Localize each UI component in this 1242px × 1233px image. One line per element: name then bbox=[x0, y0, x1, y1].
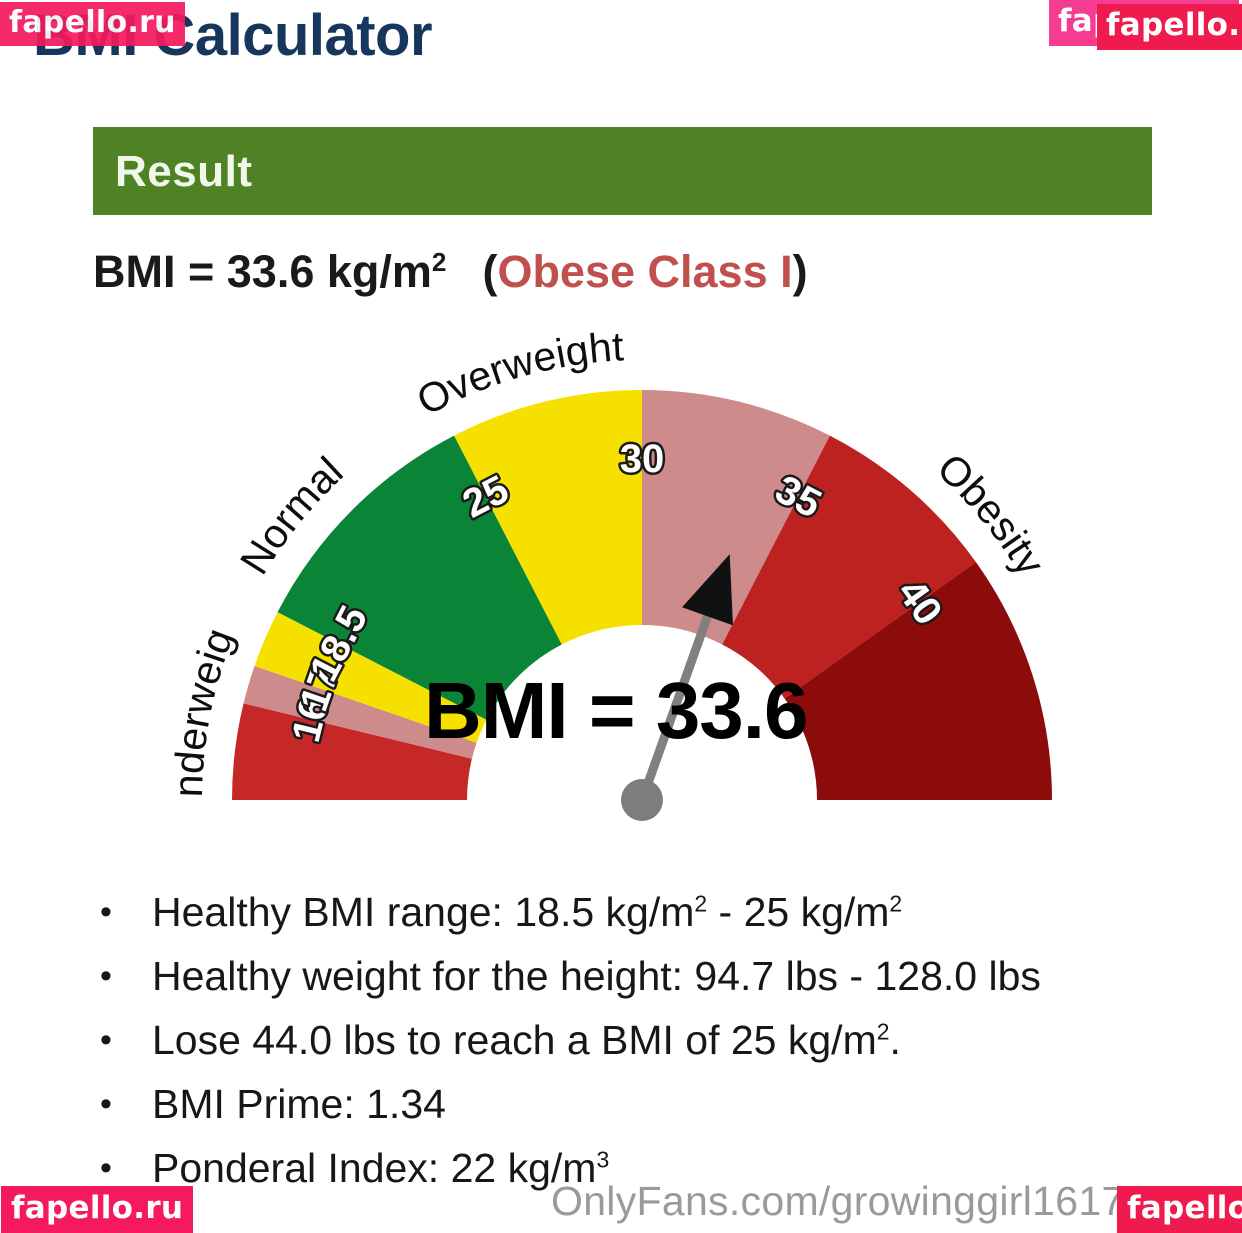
healthy-weight-range: Healthy weight for the height: 94.7 lbs … bbox=[88, 944, 1198, 1008]
gauge-segment-severe-thinness bbox=[232, 703, 472, 800]
gauge-segment-obese-class-1 bbox=[642, 390, 830, 645]
ponderal-index: Ponderal Index: 22 kg/m3 bbox=[88, 1136, 1198, 1200]
healthy-bmi-range-text: Healthy BMI range: 18.5 kg/m bbox=[152, 889, 695, 935]
close-paren: ) bbox=[792, 246, 808, 297]
gauge-needle-shaft bbox=[642, 611, 713, 792]
gauge-segment-normal bbox=[277, 435, 562, 720]
weight-to-lose-text: Lose 44.0 lbs to reach a BMI of 25 kg/m bbox=[152, 1017, 877, 1063]
bmi-summary-prefix: BMI = bbox=[93, 246, 227, 297]
gauge-segment-obese-class-3 bbox=[784, 562, 1052, 800]
gauge-segment-group bbox=[232, 390, 1052, 800]
open-paren: ( bbox=[482, 246, 498, 297]
bmi-gauge-svg: UnderweightNormalOverweightObesity 16171… bbox=[0, 330, 1054, 821]
bmi-prime-text: BMI Prime: 1.34 bbox=[152, 1081, 446, 1127]
gauge-segment-obese-class-2 bbox=[722, 435, 976, 699]
gauge-zone-label-underweight: Underweight bbox=[0, 330, 242, 798]
fapello-watermark-bottom-left: fapello.ru bbox=[1, 1186, 194, 1233]
result-banner: Result bbox=[93, 127, 1152, 215]
bmi-facts-list: Healthy BMI range: 18.5 kg/m2 - 25 kg/m2… bbox=[88, 880, 1198, 1200]
healthy-weight-range-text: Healthy weight for the height: 94.7 lbs … bbox=[152, 953, 1041, 999]
gauge-center-readout: BMI = 33.6 bbox=[424, 666, 809, 755]
weight-to-lose-exponent: 2 bbox=[876, 1018, 890, 1045]
healthy-bmi-range-text: - 25 kg/m bbox=[707, 889, 890, 935]
bmi-summary-unit: kg/m bbox=[314, 246, 432, 297]
bmi-summary-unit-exponent: 2 bbox=[431, 247, 447, 277]
result-banner-label: Result bbox=[115, 147, 253, 196]
weight-to-lose: Lose 44.0 lbs to reach a BMI of 25 kg/m2… bbox=[88, 1008, 1198, 1072]
gauge-segment-mild-thinness bbox=[254, 612, 487, 743]
fapello-watermark-top-right-front: fapello.ru bbox=[1097, 4, 1242, 50]
gauge-segment-moderate-thinness bbox=[243, 665, 477, 759]
healthy-bmi-range-exponent: 2 bbox=[694, 890, 708, 917]
bmi-gauge: UnderweightNormalOverweightObesity 16171… bbox=[0, 330, 1242, 830]
fapello-watermark-bottom-right: fapello.ru bbox=[1117, 1186, 1242, 1233]
healthy-bmi-range: Healthy BMI range: 18.5 kg/m2 - 25 kg/m2 bbox=[88, 880, 1198, 944]
gauge-needle-arrowhead bbox=[682, 554, 733, 626]
bmi-summary-line: BMI = 33.6 kg/m2 (Obese Class I) bbox=[93, 246, 808, 298]
bmi-category-label: Obese Class I bbox=[497, 246, 793, 297]
ponderal-index-text: Ponderal Index: 22 kg/m bbox=[152, 1145, 597, 1191]
gauge-needle-hub bbox=[621, 779, 663, 821]
healthy-bmi-range-exponent: 2 bbox=[889, 890, 903, 917]
gauge-tick-label-30: 30 bbox=[620, 437, 665, 481]
ponderal-index-exponent: 3 bbox=[596, 1146, 610, 1173]
weight-to-lose-text: . bbox=[889, 1017, 901, 1063]
bmi-summary-value: 33.6 bbox=[226, 246, 315, 297]
bmi-prime: BMI Prime: 1.34 bbox=[88, 1072, 1198, 1136]
onlyfans-watermark: OnlyFans.com/growinggirl1617 bbox=[551, 1178, 1125, 1224]
gauge-segment-overweight bbox=[454, 390, 642, 645]
fapello-watermark-top-left: fapello.ru bbox=[0, 2, 185, 46]
gauge-needle-group bbox=[621, 554, 733, 821]
